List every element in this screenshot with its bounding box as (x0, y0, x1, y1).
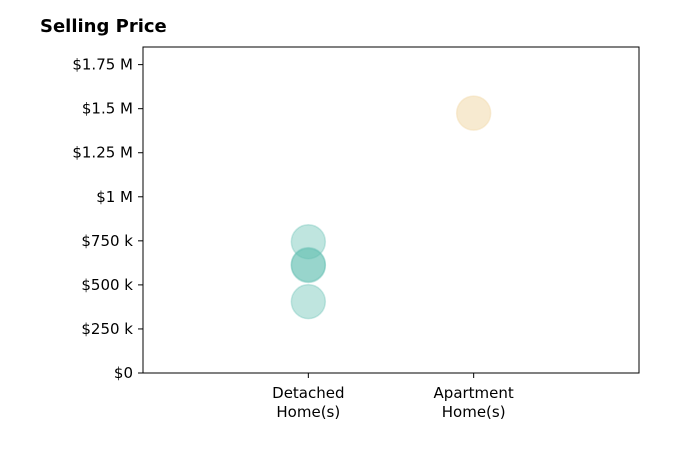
x-tick-label: Detached Home(s) (272, 384, 344, 421)
data-point (455, 95, 492, 131)
data-point (290, 247, 327, 284)
y-tick-label: $0 (114, 364, 133, 382)
x-tick-label: Apartment Home(s) (434, 384, 514, 421)
y-tick-label: $250 k (81, 320, 133, 338)
data-point (290, 223, 327, 260)
y-tick-label: $750 k (81, 232, 133, 250)
y-tick-label: $1.75 M (72, 56, 133, 74)
y-tick-label: $1.5 M (82, 100, 133, 118)
chart-title: Selling Price (40, 16, 167, 37)
y-tick-label: $500 k (81, 276, 133, 294)
data-point (290, 283, 327, 320)
y-tick-label: $1 M (96, 188, 133, 206)
plot-frame (142, 46, 640, 374)
y-tick-label: $1.25 M (72, 144, 133, 162)
data-point (290, 246, 327, 283)
